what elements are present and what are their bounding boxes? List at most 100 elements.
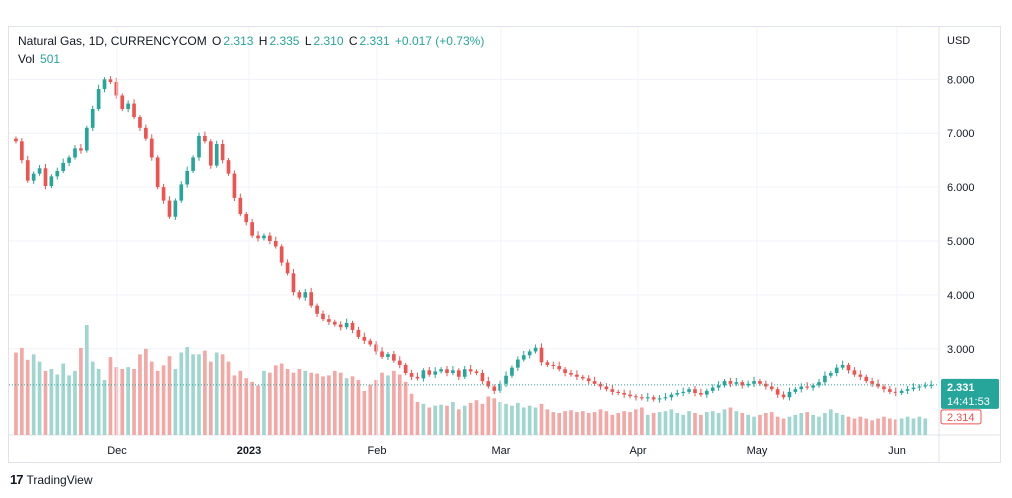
candle-body[interactable]	[439, 369, 443, 372]
candle-body[interactable]	[563, 369, 567, 374]
candle-body[interactable]	[722, 381, 727, 386]
candle-body[interactable]	[191, 157, 195, 171]
candle-body[interactable]	[421, 370, 426, 379]
candle-body[interactable]	[96, 89, 101, 109]
candle-body[interactable]	[828, 373, 833, 376]
candle-body[interactable]	[79, 148, 83, 151]
candle-body[interactable]	[380, 351, 384, 357]
candle-body[interactable]	[84, 127, 89, 151]
candle-body[interactable]	[20, 141, 24, 161]
candle-body[interactable]	[799, 386, 804, 390]
candle-body[interactable]	[262, 235, 266, 239]
candle-body[interactable]	[486, 381, 491, 387]
candle-body[interactable]	[303, 292, 308, 298]
candle-body[interactable]	[138, 117, 142, 128]
candle-body[interactable]	[911, 387, 916, 390]
candle-body[interactable]	[704, 390, 709, 395]
candle-body[interactable]	[14, 138, 18, 142]
candle-body[interactable]	[344, 322, 349, 328]
candle-body[interactable]	[386, 354, 390, 357]
candle-body[interactable]	[858, 374, 863, 377]
candle-body[interactable]	[256, 235, 260, 239]
candle-body[interactable]	[456, 370, 461, 377]
candle-body[interactable]	[332, 321, 337, 325]
candle-body[interactable]	[279, 246, 284, 263]
volume-label[interactable]: Vol	[18, 52, 35, 66]
tradingview-footer[interactable]: 17 TradingView	[10, 472, 93, 487]
candle-body[interactable]	[25, 160, 30, 181]
candle-body[interactable]	[823, 375, 827, 383]
candle-body[interactable]	[362, 336, 367, 341]
candle-body[interactable]	[144, 127, 148, 139]
candle-body[interactable]	[226, 160, 231, 174]
candle-body[interactable]	[31, 173, 36, 181]
candle-body[interactable]	[90, 108, 95, 128]
candle-body[interactable]	[592, 381, 597, 384]
candle-body[interactable]	[575, 374, 579, 377]
candle-body[interactable]	[728, 381, 733, 384]
candle-body[interactable]	[628, 394, 632, 397]
candle-body[interactable]	[108, 79, 113, 83]
candle-body[interactable]	[61, 162, 66, 171]
candle-body[interactable]	[710, 387, 715, 391]
candle-body[interactable]	[327, 319, 331, 322]
candle-body[interactable]	[250, 222, 254, 236]
candle-body[interactable]	[480, 373, 485, 382]
candle-body[interactable]	[586, 378, 591, 382]
candle-body[interactable]	[604, 386, 609, 390]
candle-body[interactable]	[392, 354, 396, 361]
candle-body[interactable]	[740, 382, 745, 386]
candle-body[interactable]	[693, 389, 697, 393]
candle-body[interactable]	[905, 389, 910, 391]
candle-body[interactable]	[716, 385, 721, 388]
candle-body[interactable]	[167, 200, 172, 217]
candle-body[interactable]	[699, 392, 703, 395]
candle-body[interactable]	[551, 364, 556, 367]
candle-body[interactable]	[539, 347, 544, 363]
candle-body[interactable]	[811, 385, 815, 388]
candle-body[interactable]	[220, 144, 225, 161]
candle-body[interactable]	[309, 292, 314, 306]
candle-body[interactable]	[775, 389, 780, 395]
candle-body[interactable]	[462, 369, 467, 377]
candle-body[interactable]	[67, 157, 71, 163]
candle-body[interactable]	[510, 367, 514, 376]
candle-body[interactable]	[521, 355, 526, 360]
candle-body[interactable]	[155, 157, 160, 188]
candle-body[interactable]	[557, 366, 562, 370]
candle-body[interactable]	[746, 383, 750, 386]
chart-canvas[interactable]: 8.000 7.000 6.000 5.000 4.000 3.000 USD 2.331 14…	[9, 27, 1000, 462]
candle-body[interactable]	[132, 103, 136, 118]
candle-body[interactable]	[238, 197, 243, 215]
candle-body[interactable]	[321, 313, 325, 320]
candle-body[interactable]	[805, 386, 810, 388]
candle-body[interactable]	[787, 391, 792, 398]
candle-body[interactable]	[610, 389, 615, 392]
candle-body[interactable]	[651, 397, 656, 400]
candle-body[interactable]	[356, 329, 361, 337]
candle-body[interactable]	[840, 364, 845, 368]
candle-body[interactable]	[315, 305, 319, 314]
candle-body[interactable]	[516, 359, 520, 368]
candle-body[interactable]	[43, 168, 48, 187]
candle-body[interactable]	[893, 391, 898, 393]
candle-body[interactable]	[675, 392, 680, 395]
candle-body[interactable]	[244, 214, 249, 223]
candle-body[interactable]	[451, 370, 455, 374]
candle-body[interactable]	[899, 390, 904, 393]
candle-body[interactable]	[657, 398, 662, 400]
candle-body[interactable]	[533, 347, 538, 352]
candle-body[interactable]	[268, 235, 272, 241]
candle-body[interactable]	[149, 138, 154, 158]
candle-body[interactable]	[769, 386, 774, 390]
candle-body[interactable]	[527, 351, 532, 356]
candle-body[interactable]	[55, 170, 60, 177]
candle-body[interactable]	[173, 200, 178, 217]
candle-body[interactable]	[197, 135, 201, 158]
candle-body[interactable]	[285, 262, 290, 274]
candle-body[interactable]	[834, 367, 839, 374]
candle-body[interactable]	[368, 340, 373, 345]
candle-body[interactable]	[734, 382, 739, 384]
candle-body[interactable]	[852, 370, 857, 375]
candle-body[interactable]	[273, 241, 278, 247]
